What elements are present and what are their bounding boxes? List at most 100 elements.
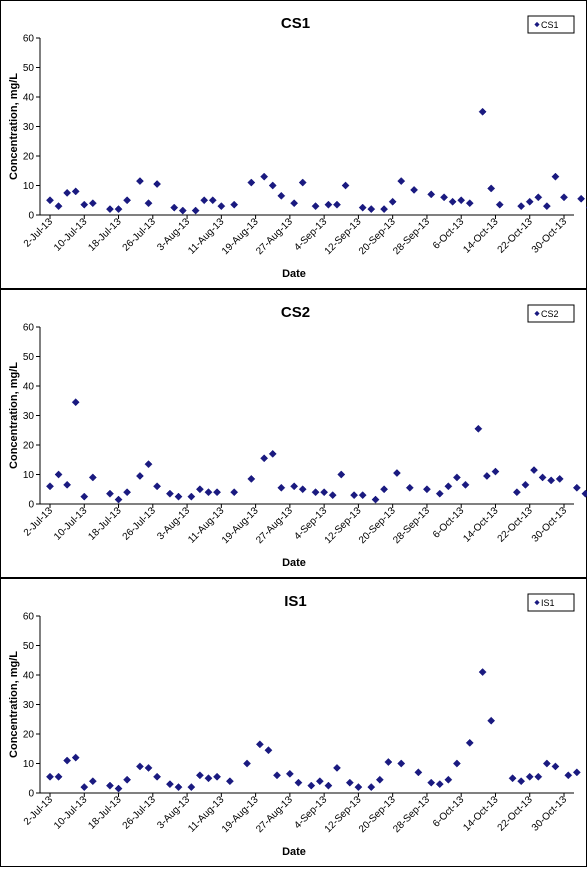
data-point [230, 200, 239, 209]
data-point [187, 783, 196, 792]
data-point [410, 185, 419, 194]
data-point [333, 200, 341, 209]
chart-frame [0, 289, 587, 578]
data-point [54, 470, 63, 479]
data-point [350, 491, 359, 500]
data-point [195, 485, 204, 494]
data-point [354, 783, 363, 792]
data-point [170, 203, 179, 212]
data-point [448, 197, 457, 206]
data-point [358, 203, 367, 212]
data-point [435, 780, 444, 789]
data-point [324, 200, 333, 209]
data-point [397, 759, 406, 768]
data-point [572, 768, 581, 777]
y-tick-label: 60 [23, 34, 35, 45]
y-tick-label: 20 [23, 730, 35, 741]
data-point [560, 193, 568, 202]
y-tick-label: 50 [23, 641, 35, 652]
data-point [388, 197, 397, 206]
legend-box [527, 15, 575, 34]
x-axis-title: Date [282, 557, 306, 569]
data-point [392, 469, 401, 477]
data-point [311, 488, 320, 497]
data-point [551, 172, 560, 181]
data-point [63, 188, 72, 197]
y-tick-label: 0 [28, 789, 34, 800]
data-point [277, 483, 286, 492]
data-point [337, 470, 346, 479]
data-point [405, 483, 414, 492]
data-point [371, 495, 380, 504]
data-point [114, 495, 123, 504]
data-point [555, 474, 564, 483]
legend-marker [534, 599, 540, 606]
data-point [106, 489, 114, 498]
y-tick-label: 20 [23, 441, 35, 452]
data-point [487, 716, 496, 725]
data-point [307, 781, 316, 790]
data-point [135, 472, 144, 480]
data-point [298, 485, 307, 494]
data-point [135, 177, 144, 186]
data-point [165, 780, 174, 789]
chart-panel-is1: IS101020304050602-Jul-1310-Jul-1318-Jul-… [0, 578, 587, 867]
y-tick-label: 60 [23, 612, 35, 623]
x-axis-title: Date [282, 268, 306, 280]
data-point [178, 206, 187, 215]
legend-box [527, 593, 575, 612]
data-point [153, 772, 162, 781]
data-point [444, 482, 453, 491]
data-point [487, 184, 496, 193]
data-point [144, 460, 153, 469]
data-point [478, 107, 487, 116]
data-point [577, 194, 586, 203]
y-tick-label: 30 [23, 122, 35, 133]
data-point [474, 424, 483, 433]
data-point [530, 466, 538, 475]
data-point [525, 772, 534, 781]
data-point [414, 768, 423, 777]
data-point [491, 467, 500, 476]
y-axis-title: Concentration, mg/L [8, 73, 20, 180]
data-point [191, 206, 200, 215]
data-point [144, 763, 153, 772]
data-point [572, 483, 581, 492]
data-point [225, 777, 234, 786]
data-point [482, 472, 491, 480]
y-tick-label: 40 [23, 93, 35, 104]
chart-panel-cs1: CS101020304050602-Jul-1310-Jul-1318-Jul-… [0, 0, 587, 289]
y-tick-label: 50 [23, 63, 35, 74]
data-point [260, 454, 269, 463]
data-point [114, 205, 123, 214]
data-point [213, 488, 222, 497]
data-point [435, 489, 444, 498]
data-point [345, 778, 354, 787]
data-point [547, 476, 556, 485]
data-point [517, 777, 526, 786]
legend-label: CS2 [541, 309, 559, 319]
data-point [285, 769, 294, 778]
chart-panel-cs2: CS201020304050602-Jul-1310-Jul-1318-Jul-… [0, 289, 587, 578]
data-point [375, 775, 384, 784]
data-point [123, 775, 132, 784]
data-point [247, 474, 256, 483]
data-point [243, 759, 251, 768]
data-point [422, 485, 431, 494]
data-point [264, 746, 273, 755]
chart-frame [0, 0, 587, 289]
y-tick-label: 0 [28, 500, 34, 511]
data-point [46, 772, 54, 781]
data-point [54, 202, 63, 211]
data-point [174, 783, 183, 792]
y-tick-label: 40 [23, 382, 35, 393]
data-point [114, 784, 123, 793]
data-point [384, 758, 393, 766]
data-point [63, 756, 72, 765]
data-point [54, 772, 63, 781]
data-point [153, 482, 162, 491]
data-point [135, 762, 144, 771]
data-point [538, 473, 547, 482]
data-point [521, 480, 530, 489]
